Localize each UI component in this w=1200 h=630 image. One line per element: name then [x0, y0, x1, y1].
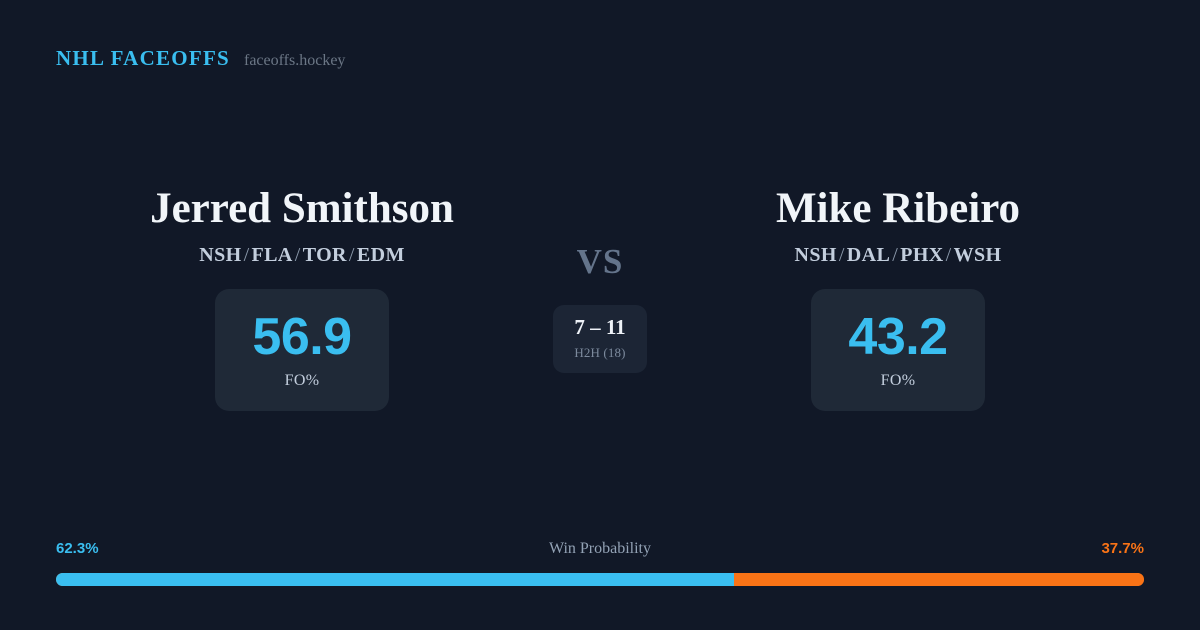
- win-probability-left-value: 62.3%: [56, 540, 99, 557]
- head-to-head-record: 7 – 11: [574, 315, 626, 339]
- versus-column: VS 7 – 11 H2H (18): [530, 186, 670, 373]
- versus-label: VS: [576, 242, 624, 281]
- faceoff-pct-label-left: FO%: [284, 371, 320, 389]
- faceoff-pct-value-left: 56.9: [252, 307, 352, 366]
- win-probability-bar-right-fill: [733, 573, 1144, 586]
- head-to-head-box: 7 – 11 H2H (18): [553, 305, 647, 373]
- win-probability-labels: 62.3% Win Probability 37.7%: [56, 540, 1144, 562]
- player-teams-left: NSH / FLA / TOR / EDM: [199, 244, 405, 267]
- brand-title: NHL FACEOFFS: [56, 46, 230, 70]
- player-card-right[interactable]: Mike Ribeiro NSH / DAL / PHX / WSH 43.2 FO%: [670, 185, 1126, 412]
- player-name-right: Mike Ribeiro: [775, 185, 1021, 232]
- head-to-head-label: H2H (18): [574, 345, 626, 360]
- win-probability-bar-left-fill: [56, 573, 734, 586]
- stat-card-left: 56.9 FO%: [215, 289, 389, 412]
- win-probability-right-value: 37.7%: [1101, 540, 1144, 557]
- win-probability-section: 62.3% Win Probability 37.7%: [56, 540, 1144, 586]
- brand-domain: faceoffs.hockey: [244, 52, 346, 69]
- faceoff-pct-label-right: FO%: [880, 371, 916, 389]
- player-card-left[interactable]: Jerred Smithson NSH / FLA / TOR / EDM 56.9 FO%: [74, 185, 530, 412]
- player-name-left: Jerred Smithson: [150, 185, 454, 232]
- site-header: NHL FACEOFFS faceoffs.hockey: [56, 46, 345, 71]
- faceoff-pct-value-right: 43.2: [848, 307, 948, 366]
- win-probability-title: Win Probability: [548, 540, 651, 557]
- stat-card-right: 43.2 FO%: [811, 289, 985, 412]
- player-comparison: Jerred Smithson NSH / FLA / TOR / EDM 56.9 FO%…: [0, 185, 1200, 412]
- win-probability-bar: [56, 573, 1144, 586]
- player-teams-right: NSH / DAL / PHX / WSH: [794, 244, 1002, 267]
